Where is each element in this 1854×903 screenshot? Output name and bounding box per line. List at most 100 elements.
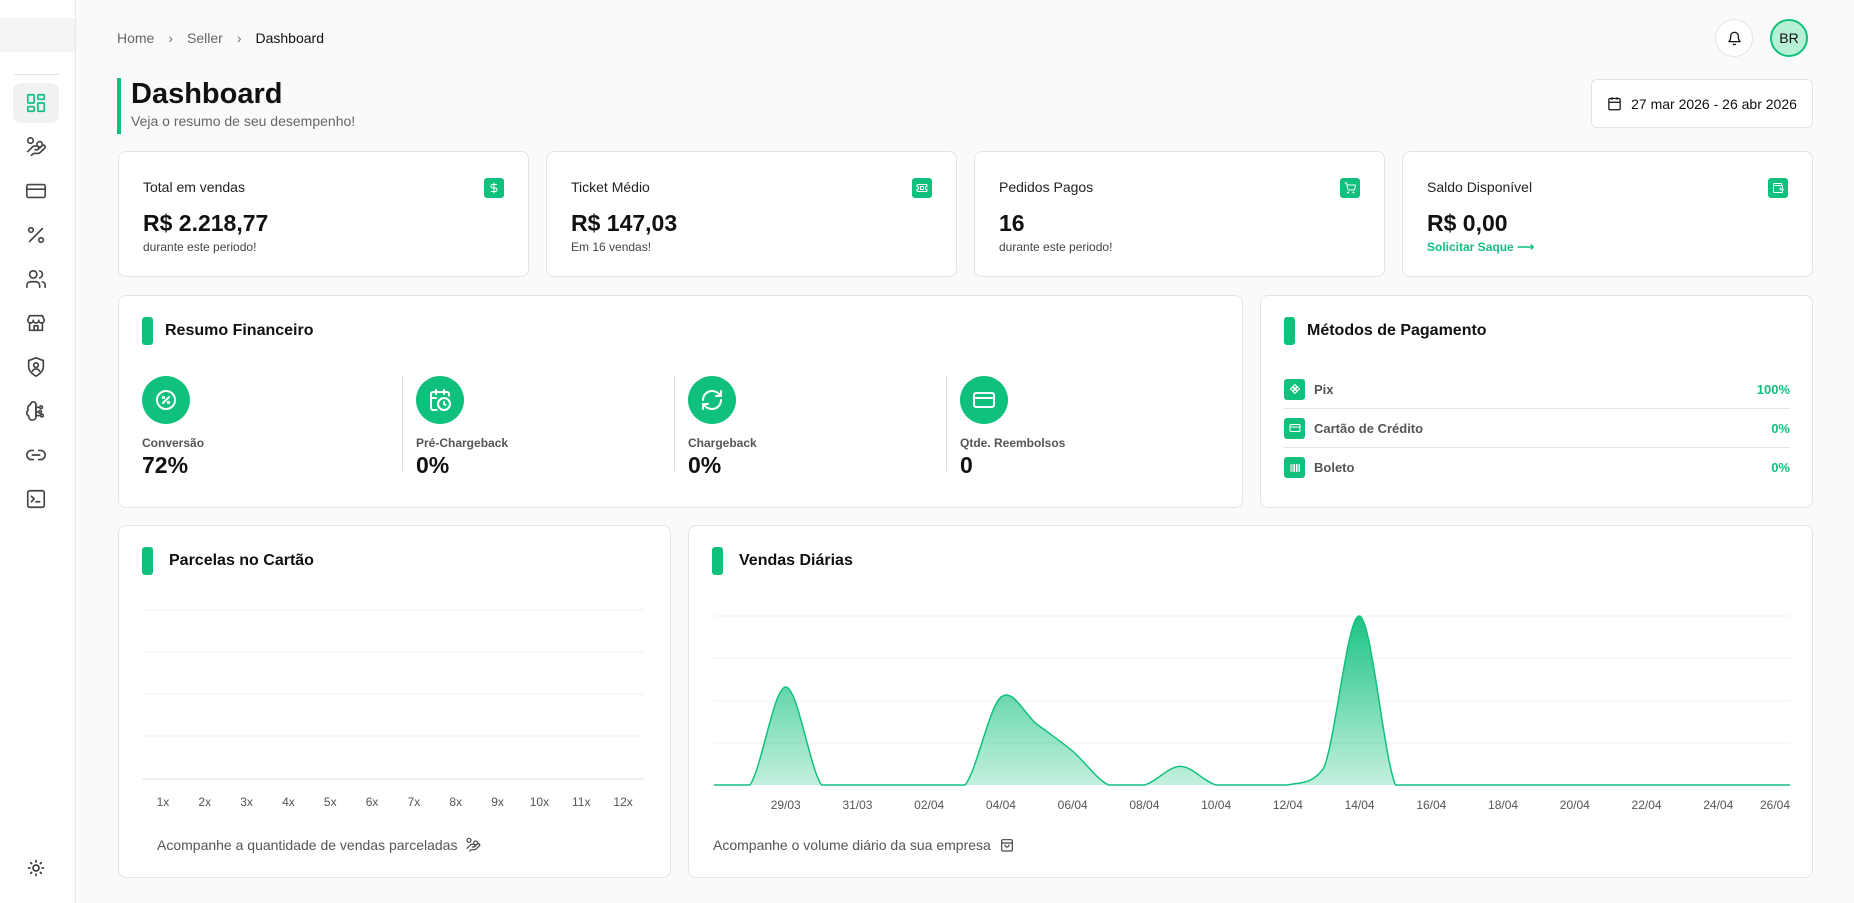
- x-tick-label: 20/04: [1560, 798, 1590, 812]
- breadcrumb: Home › Seller › Dashboard: [117, 30, 324, 46]
- stat-card-paid-orders: Pedidos Pagos 16 durante este periodo!: [974, 151, 1385, 277]
- payment-method-row: Boleto 0%: [1284, 448, 1790, 487]
- stat-value: R$ 0,00: [1427, 210, 1508, 236]
- percent-badge-icon: [142, 376, 190, 424]
- stat-card-total-sales: Total em vendas R$ 2.218,77 durante este…: [118, 151, 529, 277]
- chevron-right-icon: ›: [236, 30, 242, 46]
- accent-bar: [142, 547, 153, 575]
- sidebar-item-security[interactable]: [13, 347, 59, 387]
- sidebar-item-fees[interactable]: [13, 215, 59, 255]
- sidebar-divider: [14, 74, 60, 75]
- sidebar-item-dashboard[interactable]: [13, 83, 59, 123]
- sidebar-item-customers[interactable]: [13, 259, 59, 299]
- stat-card-balance: Saldo Disponível R$ 0,00 Solicitar Saque…: [1402, 151, 1813, 277]
- payment-methods-card: Métodos de Pagamento Pix 100% Cartão de …: [1260, 295, 1813, 508]
- x-tick-label: 29/03: [771, 798, 801, 812]
- metric-value: 0: [960, 452, 973, 478]
- percent-icon: [27, 226, 45, 244]
- date-range-picker[interactable]: 27 mar 2026 - 26 abr 2026: [1591, 79, 1813, 128]
- chevron-right-icon: ›: [168, 30, 174, 46]
- avatar[interactable]: BR: [1770, 19, 1808, 57]
- section-title: Vendas Diárias: [712, 547, 853, 575]
- x-tick-label: 26/04: [1760, 798, 1790, 812]
- x-tick-label: 02/04: [914, 798, 944, 812]
- x-tick-label: 31/03: [842, 798, 872, 812]
- brain-circuit-icon: [26, 401, 45, 421]
- shield-user-icon: [27, 357, 45, 377]
- x-tick-label: 16/04: [1416, 798, 1446, 812]
- logo-placeholder: [0, 18, 75, 52]
- stat-value: R$ 2.218,77: [143, 210, 269, 236]
- metric-label: Chargeback: [688, 436, 757, 450]
- hand-coins-icon: [466, 837, 481, 852]
- metric-conversion: Conversão 72%: [129, 376, 379, 478]
- cart-icon: [1340, 178, 1360, 198]
- installments-chart: 1x 2x 3x 4x 5x 6x 7x 8x 9x 10x 11x 12x: [142, 609, 644, 809]
- card-icon: [960, 376, 1008, 424]
- breadcrumb-seller[interactable]: Seller: [187, 30, 223, 46]
- metric-label: Qtde. Reembolsos: [960, 436, 1066, 450]
- payment-method-value: 0%: [1771, 420, 1790, 436]
- sidebar-item-terminal[interactable]: [13, 479, 59, 519]
- stat-card-avg-ticket: Ticket Médio R$ 147,03 Em 16 vendas!: [546, 151, 957, 277]
- x-tick-label: 1x: [157, 795, 170, 809]
- installments-footer-text: Acompanhe a quantidade de vendas parcela…: [157, 837, 458, 853]
- metric-value: 0%: [688, 452, 722, 478]
- bell-icon: [1727, 31, 1741, 45]
- credit-card-icon: [1284, 417, 1305, 439]
- barcode-icon: [1284, 457, 1305, 478]
- x-tick-label: 8x: [449, 795, 462, 809]
- area-fill: [714, 615, 1790, 785]
- metric-value: 72%: [142, 452, 189, 478]
- metric-label: Conversão: [142, 436, 205, 450]
- daily-sales-footer-text: Acompanhe o volume diário da sua empresa: [713, 837, 991, 853]
- financial-summary-card: Resumo Financeiro Conversão 72% Pré-Char…: [118, 295, 1243, 508]
- stat-sub: Em 16 vendas!: [571, 240, 652, 254]
- x-tick-label: 6x: [366, 795, 379, 809]
- dollar-icon: [484, 178, 504, 198]
- theme-toggle[interactable]: [24, 856, 48, 880]
- x-tick-label: 12x: [613, 795, 632, 809]
- sidebar-item-integrations[interactable]: [13, 391, 59, 431]
- series-line: [714, 615, 1790, 786]
- sidebar-item-payments[interactable]: [13, 171, 59, 211]
- section-title: Parcelas no Cartão: [142, 547, 314, 575]
- sidebar-item-sales[interactable]: [13, 127, 59, 167]
- payment-method-name: Cartão de Crédito: [1314, 420, 1424, 436]
- stat-value: 16: [999, 210, 1025, 236]
- ticket-icon: [912, 178, 932, 198]
- shopping-bag-icon: [1000, 839, 1013, 852]
- calendar-clock-icon: [416, 376, 464, 424]
- payment-method-row: Pix 100%: [1284, 370, 1790, 409]
- payment-method-value: 100%: [1756, 381, 1790, 397]
- page-subtitle: Veja o resumo de seu desempenho!: [131, 113, 356, 129]
- sidebar-item-links[interactable]: [13, 435, 59, 475]
- x-tick-label: 04/04: [986, 798, 1016, 812]
- payment-method-name: Pix: [1314, 381, 1334, 397]
- users-icon: [26, 269, 46, 289]
- payment-method-row: Cartão de Crédito 0%: [1284, 409, 1790, 448]
- dashboard-icon: [26, 93, 46, 113]
- sidebar: [0, 0, 76, 903]
- stat-label: Pedidos Pagos: [999, 179, 1094, 195]
- sun-icon: [27, 859, 45, 877]
- section-title: Resumo Financeiro: [142, 317, 313, 345]
- x-tick-label: 5x: [324, 795, 337, 809]
- request-withdrawal-link[interactable]: Solicitar Saque ⟶: [1427, 240, 1535, 254]
- notifications-button[interactable]: [1715, 19, 1753, 57]
- x-tick-label: 10x: [530, 795, 549, 809]
- breadcrumb-home[interactable]: Home: [117, 30, 155, 46]
- stat-sub: durante este periodo!: [143, 240, 257, 254]
- refresh-icon: [688, 376, 736, 424]
- stat-sub: durante este periodo!: [999, 240, 1113, 254]
- metric-refunds: Qtde. Reembolsos 0: [946, 376, 1196, 478]
- x-tick-label: 9x: [491, 795, 504, 809]
- x-tick-label: 22/04: [1632, 798, 1662, 812]
- daily-sales-chart: 29/03 31/03 02/04 04/04 06/04 08/04 10/04 12/04…: [714, 615, 1790, 812]
- stat-label: Saldo Disponível: [1427, 179, 1533, 195]
- terminal-icon: [26, 489, 46, 509]
- page-title: Dashboard: [131, 78, 283, 110]
- sidebar-item-store[interactable]: [13, 303, 59, 343]
- credit-card-icon: [26, 183, 46, 199]
- date-range-label: 27 mar 2026 - 26 abr 2026: [1631, 95, 1797, 112]
